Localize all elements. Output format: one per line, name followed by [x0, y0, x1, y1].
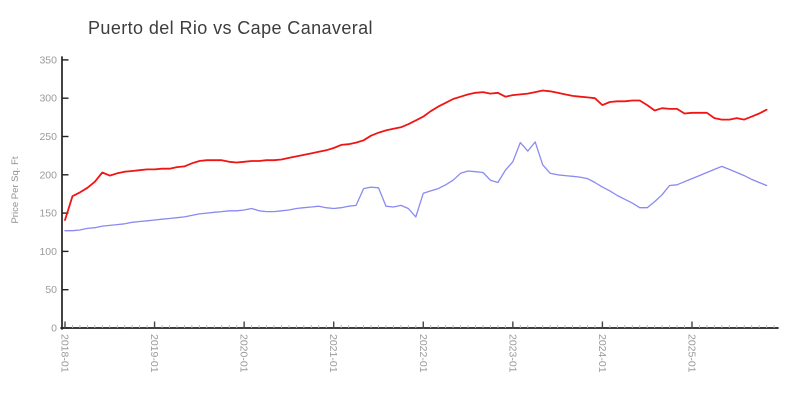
y-tick-label: 250 [39, 131, 57, 143]
x-tick-label: 2021-01 [327, 334, 339, 373]
x-tick-label: 2024-01 [596, 334, 608, 373]
y-tick-label: 0 [51, 323, 57, 335]
y-tick-label: 150 [39, 208, 57, 220]
x-tick-label: 2025-01 [685, 334, 697, 373]
y-axis-title: Price Per Sq. Ft [10, 156, 21, 223]
series-line-0 [64, 89, 768, 221]
x-tick-label: 2018-01 [59, 334, 71, 373]
y-tick-label: 50 [45, 284, 57, 296]
y-tick-label: 200 [39, 169, 57, 181]
x-tick-label: 2022-01 [417, 334, 429, 373]
y-tick-label: 100 [39, 246, 57, 258]
y-tick-label: 300 [39, 93, 57, 105]
chart-title: Puerto del Rio vs Cape Canaveral [88, 18, 373, 38]
x-tick-label: 2019-01 [148, 334, 160, 373]
x-tick-label: 2020-01 [238, 334, 250, 373]
series-line-1 [64, 141, 768, 232]
x-tick-label: 2023-01 [506, 334, 518, 373]
y-tick-label: 350 [39, 54, 57, 66]
